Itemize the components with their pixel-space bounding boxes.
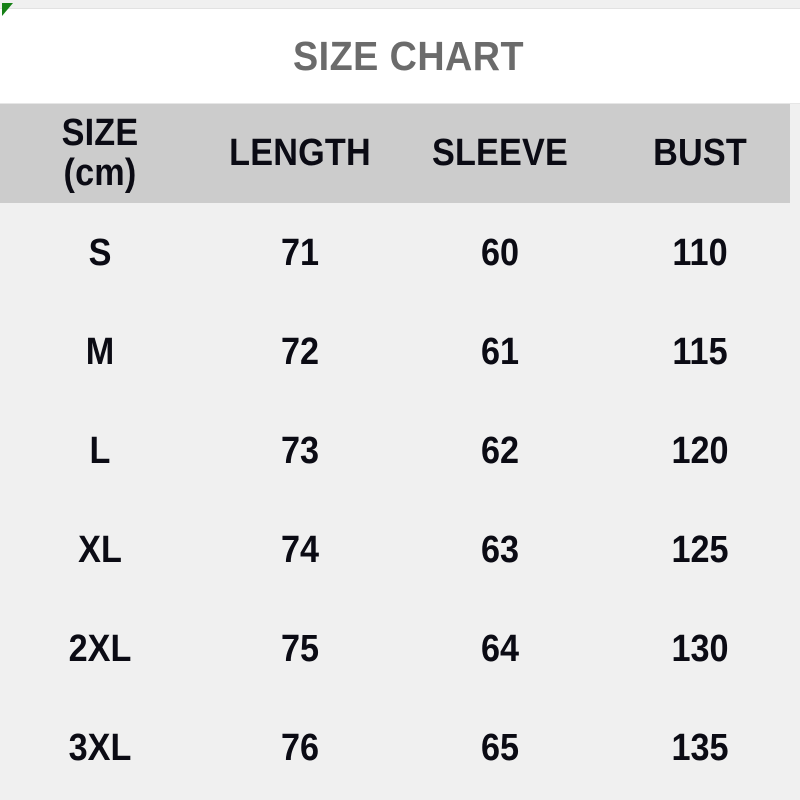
cell-size: 2XL bbox=[0, 599, 200, 698]
cell-sleeve: 61 bbox=[400, 302, 600, 401]
table-row: L 73 62 120 bbox=[0, 401, 800, 500]
cell-sleeve: 65 bbox=[400, 698, 600, 797]
cell-length: 74 bbox=[200, 500, 400, 599]
table-header-row: SIZE (cm) LENGTH SLEEVE BUST bbox=[0, 104, 800, 203]
column-header-size-label: SIZE bbox=[61, 112, 139, 155]
table-row: 2XL 75 64 130 bbox=[0, 599, 800, 698]
cell-size: XL bbox=[0, 500, 200, 599]
cell-length: 75 bbox=[200, 599, 400, 698]
cell-sleeve-value: 62 bbox=[480, 429, 520, 472]
cell-sleeve: 60 bbox=[400, 203, 600, 302]
cell-size: L bbox=[0, 401, 200, 500]
column-header-sleeve: SLEEVE bbox=[400, 104, 600, 203]
cell-length: 76 bbox=[200, 698, 400, 797]
cell-size: 3XL bbox=[0, 698, 200, 797]
table-row: 3XL 76 65 135 bbox=[0, 698, 800, 797]
cell-sleeve-value: 63 bbox=[480, 528, 520, 571]
column-header-bust-label: BUST bbox=[653, 132, 747, 175]
size-chart-table: SIZE (cm) LENGTH SLEEVE BUST S 71 60 bbox=[0, 104, 800, 797]
cell-size: M bbox=[0, 302, 200, 401]
cell-sleeve-value: 64 bbox=[480, 627, 520, 670]
chart-title-band: SIZE CHART bbox=[0, 8, 800, 104]
table-header: SIZE (cm) LENGTH SLEEVE BUST bbox=[0, 104, 800, 203]
cell-size-value: S bbox=[88, 231, 112, 274]
cell-length-value: 71 bbox=[280, 231, 320, 274]
cell-size-value: M bbox=[85, 330, 115, 373]
cell-sleeve: 64 bbox=[400, 599, 600, 698]
table-body: S 71 60 110 M 72 61 115 L 73 62 120 XL 7… bbox=[0, 203, 800, 797]
table-row: XL 74 63 125 bbox=[0, 500, 800, 599]
cell-bust-value: 125 bbox=[671, 528, 729, 571]
cell-size: S bbox=[0, 203, 200, 302]
cell-bust-value: 130 bbox=[671, 627, 729, 670]
cell-bust-value: 120 bbox=[671, 429, 729, 472]
column-header-sleeve-label: SLEEVE bbox=[431, 132, 569, 175]
column-header-size-unit: (cm) bbox=[63, 151, 137, 194]
table-row: M 72 61 115 bbox=[0, 302, 800, 401]
cell-sleeve: 63 bbox=[400, 500, 600, 599]
cell-bust: 120 bbox=[600, 401, 800, 500]
cell-bust: 110 bbox=[600, 203, 800, 302]
cell-sleeve-value: 61 bbox=[480, 330, 520, 373]
cell-length: 73 bbox=[200, 401, 400, 500]
cell-bust-value: 110 bbox=[672, 231, 728, 274]
cell-length-value: 76 bbox=[280, 726, 320, 769]
cell-length-value: 74 bbox=[280, 528, 320, 571]
cell-bust: 130 bbox=[600, 599, 800, 698]
cell-sleeve-value: 65 bbox=[480, 726, 520, 769]
cell-size-value: 3XL bbox=[68, 726, 132, 769]
cell-length-value: 73 bbox=[280, 429, 320, 472]
cell-length: 72 bbox=[200, 302, 400, 401]
table-header-band bbox=[0, 104, 790, 203]
cell-bust: 135 bbox=[600, 698, 800, 797]
page-title: SIZE CHART bbox=[292, 32, 524, 79]
corner-marker-icon bbox=[2, 3, 13, 16]
cell-bust: 115 bbox=[600, 302, 800, 401]
column-header-bust: BUST bbox=[600, 104, 800, 203]
cell-sleeve-value: 60 bbox=[480, 231, 520, 274]
cell-size-value: XL bbox=[78, 528, 122, 571]
table-row: S 71 60 110 bbox=[0, 203, 800, 302]
column-header-length: LENGTH bbox=[200, 104, 400, 203]
column-header-size: SIZE (cm) bbox=[0, 104, 200, 203]
column-header-length-label: LENGTH bbox=[229, 132, 371, 175]
cell-size-value: 2XL bbox=[68, 627, 132, 670]
cell-length-value: 75 bbox=[280, 627, 320, 670]
cell-bust-value: 115 bbox=[672, 330, 728, 373]
cell-size-value: L bbox=[89, 429, 111, 472]
cell-bust: 125 bbox=[600, 500, 800, 599]
cell-bust-value: 135 bbox=[671, 726, 729, 769]
cell-sleeve: 62 bbox=[400, 401, 600, 500]
cell-length-value: 72 bbox=[280, 330, 320, 373]
cell-length: 71 bbox=[200, 203, 400, 302]
